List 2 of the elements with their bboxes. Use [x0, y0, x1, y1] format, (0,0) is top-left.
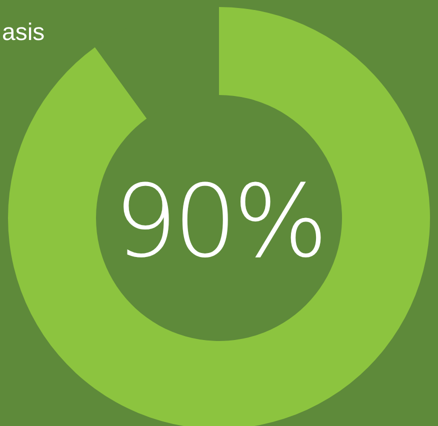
text: asis — [2, 19, 45, 46]
data-label: 90% — [114, 163, 324, 280]
